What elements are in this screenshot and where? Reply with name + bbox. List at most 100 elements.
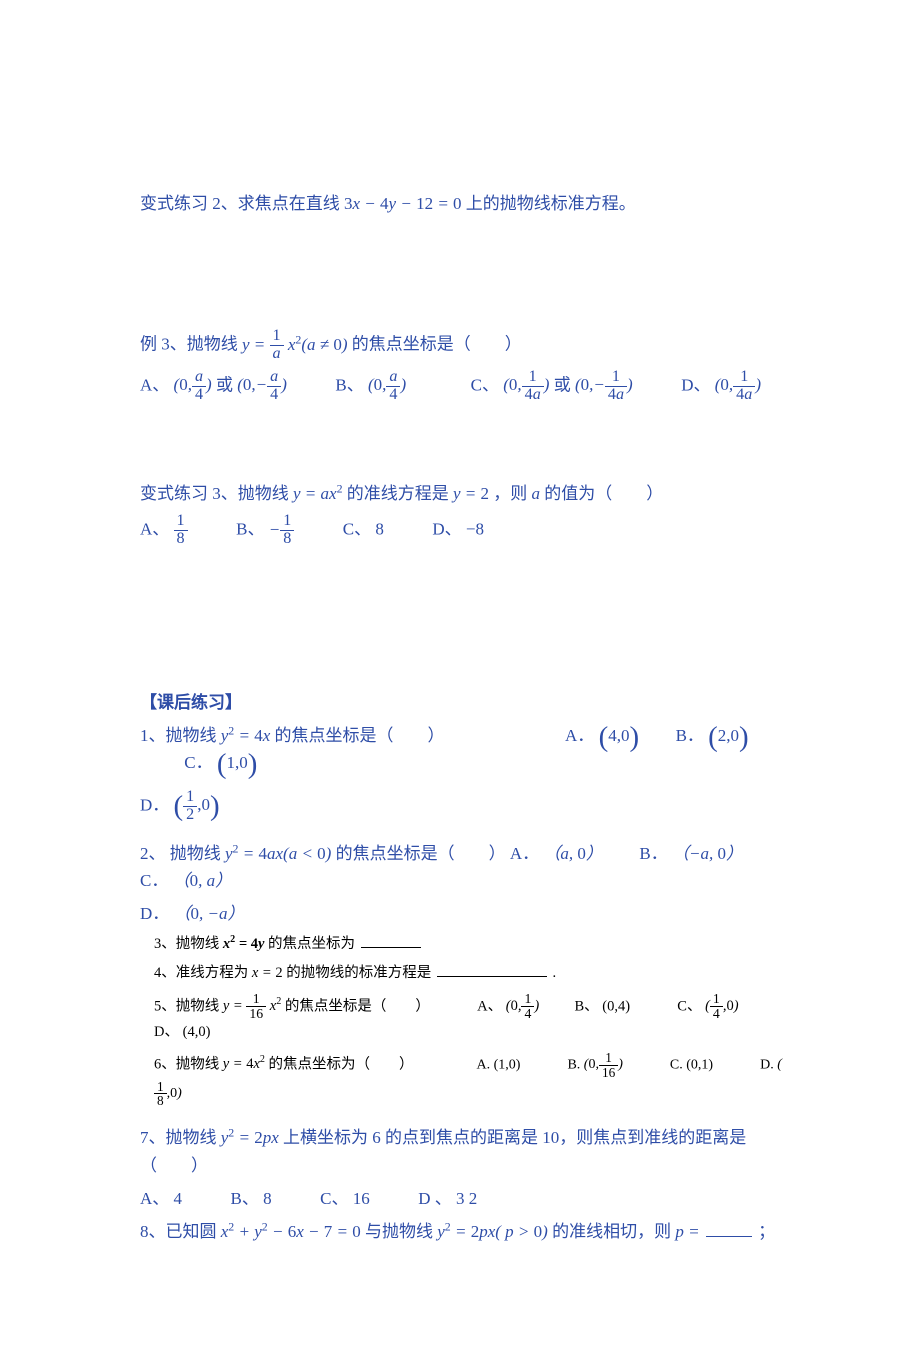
question-7: 7、抛物线 y2 = 2px 上横坐标为 6 的点到焦点的距离是 10，则焦点到… [140, 1124, 790, 1178]
example-3: 例 3、抛物线 y = 1a x2(a ≠ 0) 的焦点坐标是（ ） [140, 328, 790, 363]
option-b: (2,0) [708, 726, 749, 745]
option-c-label: C． [184, 753, 212, 772]
equation: y = ax2 [293, 484, 343, 503]
option-c-label: C. [670, 1057, 683, 1072]
text: 的焦点坐标为 [268, 936, 355, 952]
text: 8、已知圆 [140, 1222, 217, 1241]
var-a: a [532, 484, 541, 503]
option-d-label: D、 [432, 520, 461, 539]
option-d-label: D． [140, 904, 169, 923]
option-d-label: D. [760, 1057, 774, 1072]
text: 的焦点坐标是（ ） [285, 998, 430, 1014]
text: 变式练习 3、抛物线 [140, 484, 289, 503]
text: 例 3、抛物线 [140, 335, 238, 354]
question-7-options: A、 4 B、 8 C、 16 D 、 3 2 [140, 1185, 790, 1212]
option-b-label: B、 [231, 1189, 259, 1208]
variant-exercise-2: 变式练习 2、求焦点在直线 3x − 4y − 12 = 0 上的抛物线标准方程… [140, 190, 790, 217]
equation: y = 116 x2 [223, 998, 281, 1014]
text: 5、抛物线 [154, 998, 219, 1014]
option-c-label: C． [140, 871, 168, 890]
option-c: (0,1) [686, 1057, 713, 1072]
option-c: 8 [375, 520, 384, 539]
equation: 3x − 4y − 12 = 0 [344, 194, 462, 213]
option-c-label: C、 [471, 375, 499, 394]
option-b: (0,a4) [368, 375, 406, 394]
equation: y2 = 4ax(a < 0) [225, 844, 331, 863]
equation: y = 1a x2(a ≠ 0) [242, 335, 352, 354]
option-b-label: B． [676, 726, 704, 745]
option-b: (0,116) [584, 1057, 623, 1072]
text: 3、抛物线 [154, 936, 219, 952]
option-a: (0,14) [506, 998, 539, 1014]
option-d-label: D 、 [418, 1189, 452, 1208]
option-c-label: C、 [320, 1189, 348, 1208]
option-a-label: A、 [140, 375, 169, 394]
question-2-d: D． （0, −a） [140, 900, 790, 927]
question-3: 3、抛物线 x2 = 4y 的焦点坐标为 [140, 933, 790, 956]
text: 的焦点坐标为（ ） [268, 1056, 413, 1072]
text: ； [758, 1222, 775, 1241]
option-b-label: B、 [335, 375, 363, 394]
equation: x = 2 [252, 965, 283, 981]
example-3-options: A、 (0,a4) 或 (0,−a4) B、 (0,a4) C、 (0,14a)… [140, 369, 790, 404]
option-a2: (0,−a4) [237, 375, 287, 394]
question-4: 4、准线方程为 x = 2 的抛物线的标准方程是 . [140, 962, 790, 985]
text: ，则 [493, 484, 527, 503]
option-d-label: D、 [681, 375, 710, 394]
option-b-label: B、 [236, 520, 264, 539]
text: . [552, 965, 556, 981]
option-c: (0,14a) [503, 375, 549, 394]
option-d: (0,14a) [715, 375, 761, 394]
question-5: 5、抛物线 y = 116 x2 的焦点坐标是（ ） A、 (0,14) B、 … [140, 992, 790, 1045]
option-a-label: A． [510, 844, 539, 863]
option-a: 18 [174, 520, 188, 539]
option-c: （0, a） [173, 871, 233, 890]
text: 的焦点坐标是（ ） [275, 726, 445, 745]
text: 4、准线方程为 [154, 965, 248, 981]
option-c-label: C、 [343, 520, 371, 539]
option-c: (1,0) [217, 753, 258, 772]
question-8: 8、已知圆 x2 + y2 − 6x − 7 = 0 与抛物线 y2 = 2px… [140, 1218, 790, 1245]
option-d-label: D、 [154, 1024, 179, 1040]
option-a-label: A、 [140, 1189, 169, 1208]
question-1-d: D． (12,0) [140, 789, 790, 824]
option-b-label: B． [639, 844, 667, 863]
option-d: −8 [466, 520, 484, 539]
option-d: (12,0) [174, 795, 220, 814]
equation: y = 2 [453, 484, 489, 503]
text: 7、抛物线 [140, 1128, 217, 1147]
option-a-label: A、 [477, 998, 502, 1014]
equation: y2 = 4x [221, 726, 271, 745]
option-a: (0,a4) [174, 375, 212, 394]
option-b: 8 [263, 1189, 272, 1208]
text: 6、抛物线 [154, 1056, 219, 1072]
option-a: （a, 0） [543, 844, 603, 863]
var-p: p = [675, 1222, 703, 1241]
equation: y2 = 2px [221, 1128, 279, 1147]
option-c: (14,0) [705, 998, 738, 1014]
text: 与抛物线 [365, 1222, 433, 1241]
option-a-label: A、 [140, 520, 169, 539]
text: 1、抛物线 [140, 726, 217, 745]
option-a: (1,0) [494, 1057, 521, 1072]
variant-exercise-3-options: A、 18 B、 −18 C、 8 D、 −8 [140, 513, 790, 548]
question-1: 1、抛物线 y2 = 4x 的焦点坐标是（ ） A． (4,0) B． (2,0… [140, 722, 790, 776]
question-6: 6、抛物线 y = 4x2 的焦点坐标为（ ） A. (1,0) B. (0,1… [140, 1051, 790, 1109]
option-b: （−a, 0） [672, 844, 743, 863]
text: 的焦点坐标是（ ） [336, 844, 506, 863]
text: 的准线方程是 [347, 484, 449, 503]
blank-fill[interactable] [361, 934, 421, 948]
equation: y = 4x2 [223, 1056, 265, 1072]
blank-fill[interactable] [437, 963, 547, 977]
option-d: 3 2 [456, 1189, 477, 1208]
section-header: 【课后练习】 [140, 689, 790, 716]
option-c2: (0,−14a) [575, 375, 633, 394]
blank-fill[interactable] [706, 1221, 752, 1237]
text: 的值为（ ） [544, 484, 663, 503]
option-b: −18 [269, 520, 295, 539]
text: 2、 抛物线 [140, 844, 221, 863]
text: 的焦点坐标是（ ） [352, 335, 522, 354]
option-c-label: C、 [677, 998, 701, 1014]
option-d: （0, −a） [174, 904, 245, 923]
equation: y2 = 2px( p > 0) [437, 1222, 548, 1241]
